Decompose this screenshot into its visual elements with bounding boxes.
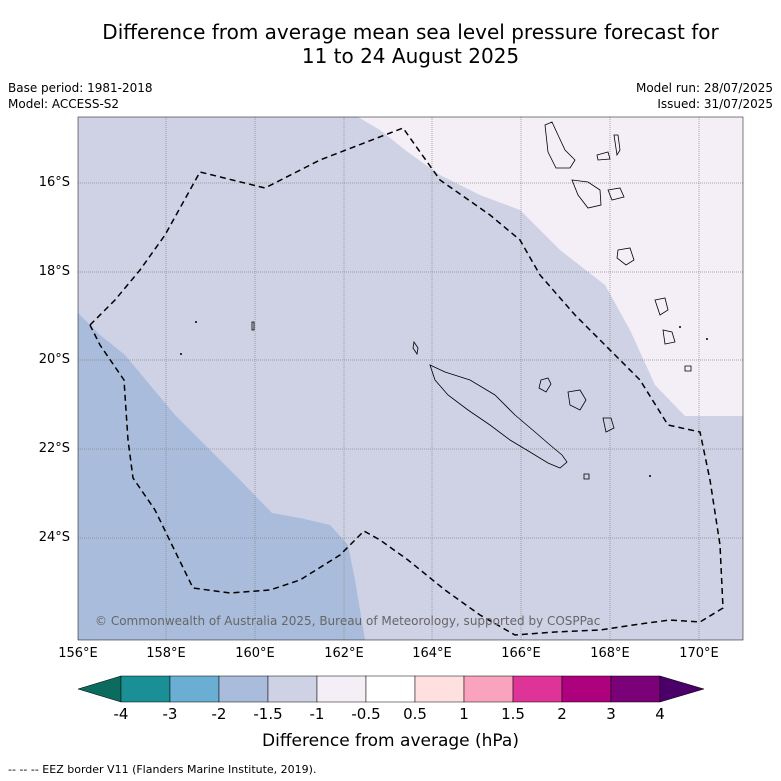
colorbar-tick-label: -3 [162,705,178,723]
lon-label-168e: 168°E [590,646,630,661]
island-3 [567,389,587,411]
colorbar-extend-low [77,675,122,703]
copyright-notice: © Commonwealth of Australia 2025, Bureau… [95,614,601,628]
lon-label-160e: 160°E [235,646,275,661]
lat-label-16s: 16°S [38,175,70,190]
colorbar-segment [561,675,612,703]
colorbar-segment [365,675,416,703]
islet [649,475,651,477]
colorbar-tick-label: -2 [211,705,227,723]
lon-label-170e: 170°E [679,646,719,661]
vanuatu-island-4 [571,179,602,209]
colorbar-segment [463,675,514,703]
island-8 [684,365,692,372]
meta-right: Model run: 28/07/2025 Issued: 31/07/2025 [636,80,773,112]
islet [195,321,197,323]
anomaly-band-minus1 [358,117,743,416]
map-title: Difference from average mean sea level p… [40,20,781,68]
colorbar-tick-label: 3 [606,705,616,723]
lat-label-22s: 22°S [38,441,70,456]
island-2 [538,377,552,393]
model-name: Model: ACCESS-S2 [8,97,120,111]
colorbar-segment [120,675,171,703]
colorbar-segment [414,675,465,703]
base-period: Base period: 1981-2018 [8,81,153,95]
colorbar-segment [267,675,318,703]
title-line-2: 11 to 24 August 2025 [301,44,520,68]
colorbar [77,675,705,703]
lon-label-158e: 158°E [146,646,186,661]
colorbar-segment [316,675,367,703]
islet [180,353,182,355]
graticule [78,117,743,640]
map-frame [77,116,744,641]
vanuatu-island-3 [596,151,611,161]
lon-label-156e: 156°E [58,646,98,661]
meta-left: Base period: 1981-2018 Model: ACCESS-S2 [8,80,153,112]
colorbar-segment [218,675,269,703]
lon-label-166e: 166°E [501,646,541,661]
anomaly-band-minus2 [78,313,365,640]
lat-label-18s: 18°S [38,264,70,279]
islet [679,326,681,328]
colorbar-tick-label: -0.5 [351,705,381,723]
vanuatu-island-5 [607,187,625,201]
colorbar-tick-label: 2 [557,705,567,723]
island-5 [583,473,590,480]
colorbar-tick-label: 4 [655,705,665,723]
colorbar-tick-label: -1.5 [253,705,283,723]
colorbar-tick-label: 0.5 [403,705,427,723]
colorbar-tick-label: -1 [309,705,325,723]
colorbar-title: Difference from average (hPa) [262,731,519,751]
small-islets [180,321,708,477]
island-1 [412,340,419,356]
colorbar-extend-high [659,675,705,703]
coastlines [251,121,692,480]
lon-label-162e: 162°E [324,646,364,661]
vanuatu-island-6 [616,247,635,266]
colorbar-tick-label: 1.5 [501,705,525,723]
model-run: Model run: 28/07/2025 [635,81,773,95]
island-9 [251,321,255,331]
colorbar-segment [512,675,563,703]
colorbar-tick-label: -4 [113,705,129,723]
island-4 [602,417,615,433]
issued-date: Issued: 31/07/2025 [657,97,773,111]
colorbar-segment [610,675,661,703]
islet [706,338,708,340]
new-caledonia-coast [429,364,568,469]
eez-footnote: -- -- -- EEZ border V11 (Flanders Marine… [8,763,317,776]
lon-label-164e: 164°E [412,646,452,661]
lat-label-20s: 20°S [38,352,70,367]
vanuatu-island-2 [613,134,621,157]
island-7 [662,329,676,345]
colorbar-tick-label: 1 [459,705,469,723]
vanuatu-island-1 [544,121,576,169]
title-line-1: Difference from average mean sea level p… [102,20,719,44]
island-6 [654,297,669,316]
lat-label-24s: 24°S [38,530,70,545]
colorbar-segment [169,675,220,703]
